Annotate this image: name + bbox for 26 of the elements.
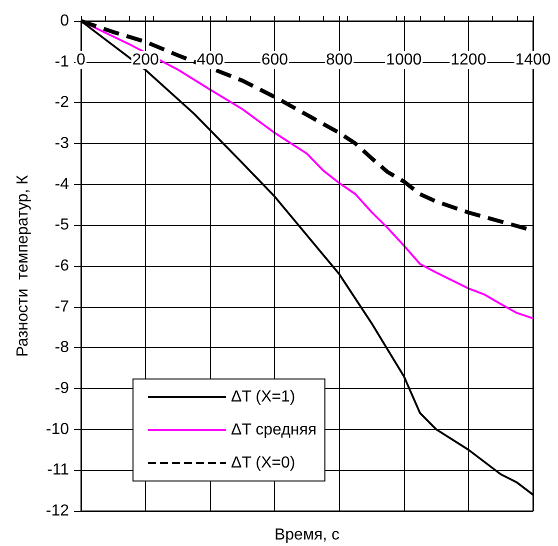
y-tick-label: -4: [54, 176, 70, 193]
y-tick-label: -11: [47, 462, 70, 479]
x-axis-title: Время, с: [274, 526, 340, 544]
y-axis-title: Разности температур, К: [14, 174, 32, 357]
x-tick-label: 400: [196, 52, 224, 68]
legend-label: ΔT средняя: [231, 422, 317, 438]
legend-label: ΔT (X=1): [231, 388, 296, 406]
x-tick-label: 800: [326, 52, 353, 68]
y-tick-label: -1: [54, 53, 70, 70]
y-tick-label: 0: [60, 12, 70, 30]
x-tick-label: 200: [132, 52, 160, 68]
y-tick-label: -7: [54, 298, 70, 316]
y-tick-label: -6: [54, 258, 70, 274]
x-tick-label: 1200: [450, 52, 486, 68]
y-tick-label: -3: [54, 135, 70, 152]
x-tick-label: 1400: [515, 52, 551, 68]
x-tick-label: 600: [261, 52, 288, 68]
x-tick-label: 1000: [386, 52, 422, 68]
legend-label: ΔT (X=0): [231, 454, 296, 472]
y-tick-label: -10: [46, 420, 70, 438]
x-tick-label: 0: [76, 52, 86, 68]
y-tick-label: -2: [54, 94, 70, 112]
y-tick-label: -12: [46, 502, 70, 520]
y-tick-label: -8: [54, 339, 70, 356]
y-tick-label: -9: [54, 380, 70, 397]
y-tick-label: -5: [54, 216, 70, 234]
